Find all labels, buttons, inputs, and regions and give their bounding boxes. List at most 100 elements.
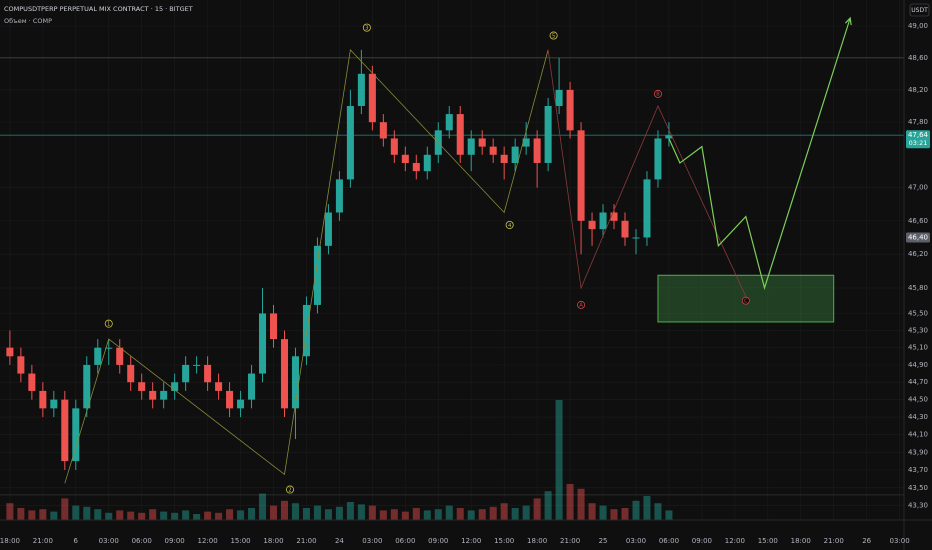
candle-body: [621, 220, 629, 238]
volume-bar: [269, 505, 278, 520]
x-tick-label: 24: [335, 537, 344, 545]
volume-bar: [17, 508, 25, 520]
candle-body: [500, 154, 508, 163]
wave-label: A: [579, 303, 583, 309]
candle-body: [138, 382, 146, 391]
candle-body: [555, 89, 563, 106]
volume-bar: [72, 505, 80, 520]
x-tick-label: 09:00: [428, 537, 448, 545]
x-tick-label: 18:00: [527, 537, 547, 545]
y-tick-label: 47,80: [908, 118, 928, 126]
volume-bar: [237, 510, 245, 520]
arrow-head: [844, 16, 852, 26]
x-tick-label: 21:00: [296, 537, 316, 545]
candle-body: [116, 347, 124, 365]
candle-body: [478, 138, 486, 147]
candle-body: [280, 339, 289, 409]
volume-bar: [379, 510, 387, 520]
wave-marker: [362, 23, 371, 32]
volume-bar: [566, 484, 574, 520]
wave-label: 2: [288, 487, 291, 493]
wave-label: C: [744, 298, 748, 304]
candle-body: [588, 220, 596, 230]
x-tick-label: 18:00: [791, 537, 811, 545]
candle-body: [577, 130, 585, 221]
volume-bar: [511, 508, 519, 520]
currency[interactable]: USDT: [911, 7, 928, 14]
candle-body: [599, 212, 607, 230]
volume-bar: [138, 512, 146, 520]
candle-body: [423, 154, 431, 172]
volume-bar: [324, 509, 332, 520]
price-label-box: [906, 130, 930, 149]
wave-marker: [505, 220, 514, 229]
countdown: 03:21: [909, 139, 928, 147]
y-tick-label: 48,20: [908, 86, 928, 94]
volume-bar: [248, 508, 256, 520]
currency-box[interactable]: [909, 3, 930, 17]
volume-bar: [127, 511, 135, 520]
x-tick-label: 18:00: [263, 537, 283, 545]
x-tick-label: 21:00: [33, 537, 53, 545]
chart-title: COMPUSDTPERP PERPETUAL MIX CONTRACT · 15…: [4, 5, 193, 13]
wave-marker: [653, 89, 662, 98]
volume-bar: [544, 491, 552, 520]
volume-bar: [610, 509, 618, 520]
volume-bar: [302, 508, 310, 520]
volume-bar: [61, 498, 69, 520]
wave-marker: [741, 296, 750, 305]
volume-bar: [621, 508, 629, 520]
candle-body: [401, 154, 409, 163]
y-tick-label: 43,50: [908, 484, 928, 492]
x-tick-label: 03:00: [362, 537, 382, 545]
volume-bar: [555, 400, 563, 520]
y-tick-label: 43,30: [908, 502, 928, 510]
candle-body: [665, 135, 673, 139]
candle-body: [17, 356, 25, 374]
candle-body: [160, 390, 168, 400]
volume-bar: [116, 510, 124, 520]
candle-body: [467, 138, 475, 155]
x-tick-label: 09:00: [692, 537, 712, 545]
volume-bar: [401, 511, 409, 520]
x-tick-label: 21:00: [824, 537, 844, 545]
volume-bar: [160, 511, 168, 520]
candle-body: [237, 399, 245, 409]
volume-bar: [665, 510, 673, 520]
candle-body: [39, 390, 47, 409]
candle-body: [105, 347, 113, 349]
candle-body: [61, 399, 69, 462]
wave-marker: [577, 300, 586, 309]
x-tick-label: 15:00: [230, 537, 250, 545]
x-tick-label: 21:00: [560, 537, 580, 545]
candle-body: [6, 347, 14, 357]
x-tick-label: 06:00: [395, 537, 415, 545]
volume-bar: [171, 512, 179, 520]
candle-body: [390, 138, 398, 155]
x-tick-label: 12:00: [725, 537, 745, 545]
volume-bar: [357, 504, 365, 520]
y-tick-label: 43,90: [908, 448, 928, 456]
volume-bar: [226, 509, 234, 520]
x-tick-label: 12:00: [461, 537, 481, 545]
x-tick-label: 26: [862, 537, 871, 545]
volume-bar: [434, 509, 442, 520]
y-tick-label: 46,60: [908, 217, 928, 225]
x-tick-label: 12:00: [198, 537, 218, 545]
x-tick-label: 03:00: [890, 537, 910, 545]
y-tick-label: 44,50: [908, 396, 928, 404]
volume-bar: [259, 493, 267, 520]
wave-line: [547, 49, 747, 297]
volume-bar: [39, 509, 47, 520]
volume-bar: [478, 509, 486, 520]
y-tick-label: 43,70: [908, 466, 928, 474]
candle-body: [94, 347, 102, 365]
x-tick-label: 03:00: [626, 537, 646, 545]
chart-subtitle: Объем · COMP: [4, 17, 52, 25]
y-tick-label: 49,00: [908, 22, 928, 30]
volume-bar: [577, 488, 585, 520]
y-tick-label: 45,80: [908, 284, 928, 292]
candle-body: [313, 245, 321, 305]
x-tick-label: 18:00: [0, 537, 20, 545]
